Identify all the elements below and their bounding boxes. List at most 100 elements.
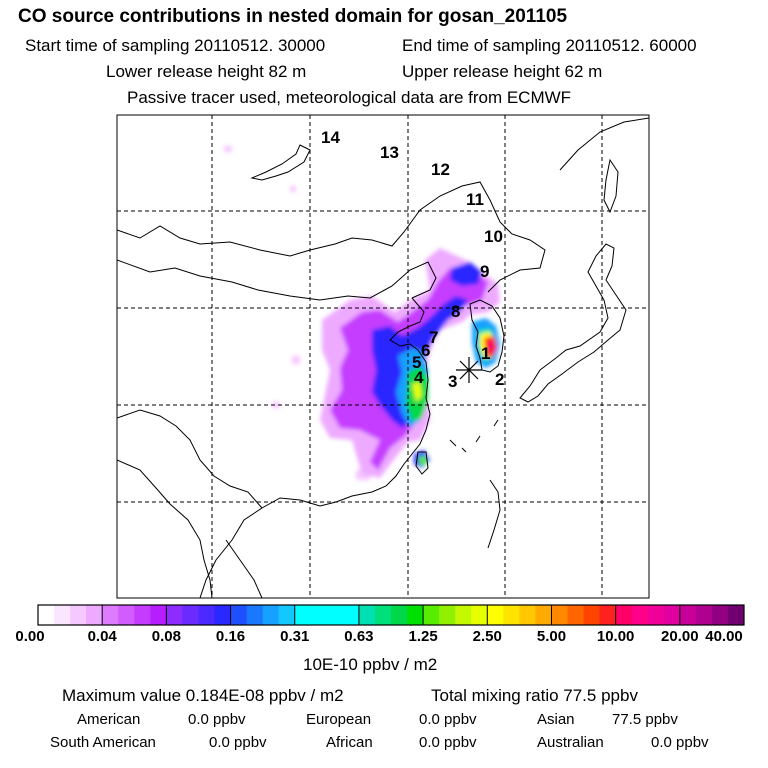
okhotsk-coast: [559, 117, 649, 171]
colorbar-tick-label: 0.63: [344, 628, 374, 645]
colorbar-swatch: [471, 605, 488, 625]
concentration-field: [224, 146, 500, 480]
african-value: 0.0 ppbv: [419, 734, 477, 751]
traj-label-6: 6: [421, 341, 430, 360]
colorbar-swatch: [647, 605, 665, 625]
colorbar-unit: 10E-10 ppbv / m2: [303, 655, 438, 674]
colorbar-swatch: [102, 605, 119, 625]
traj-label-12: 12: [431, 160, 450, 179]
south-asia: [117, 459, 213, 598]
traj-label-4: 4: [414, 368, 424, 387]
colorbar-swatch: [198, 605, 215, 625]
colorbar-swatch: [391, 605, 408, 625]
colorbar-swatch: [182, 605, 199, 625]
trajectory-labels: 1 2 3 4 5 6 7 8 9 10 11 12 13 14: [321, 128, 504, 391]
colorbar-tick-label: 1.25: [408, 628, 438, 645]
colorbar-swatch: [262, 605, 280, 625]
sakhalin: [603, 158, 619, 214]
plume-magenta: [488, 342, 494, 352]
colorbar-tick-label: 10.00: [596, 628, 635, 645]
indochina: [117, 409, 263, 509]
african-label: African: [326, 734, 373, 751]
graticule: [117, 115, 649, 598]
colorbar-swatch: [134, 605, 151, 625]
colorbar-swatch: [679, 605, 697, 625]
colorbar-swatch: [487, 605, 504, 625]
traj-label-2: 2: [495, 370, 504, 389]
south-american-value: 0.0 ppbv: [209, 734, 267, 751]
colorbar-swatch: [70, 605, 87, 625]
colorbar-tick-label: 0.00: [15, 628, 45, 645]
coastlines: [117, 117, 649, 598]
colorbar-swatch: [599, 605, 617, 625]
colorbar-swatch: [358, 605, 376, 625]
end-time: End time of sampling 20110512. 60000: [402, 36, 697, 55]
colorbar-tick-label: 0.04: [87, 628, 117, 645]
colorbar-swatch: [86, 605, 103, 625]
colorbar-swatch: [38, 605, 55, 625]
traj-label-10: 10: [484, 227, 503, 246]
total-mixing-ratio: Total mixing ratio 77.5 ppbv: [431, 686, 638, 705]
colorbar-swatch: [294, 605, 312, 625]
american-value: 0.0 ppbv: [188, 711, 246, 728]
japan: [519, 243, 627, 403]
colorbar-swatch: [150, 605, 167, 625]
map-frame: [116, 114, 650, 599]
traj-label-3: 3: [448, 372, 457, 391]
colorbar-swatch: [342, 605, 360, 625]
traj-label-11: 11: [466, 190, 484, 209]
upper-release-height: Upper release height 62 m: [402, 62, 603, 81]
south-american-label: South American: [50, 734, 156, 751]
colorbar-swatch: [535, 605, 552, 625]
colorbar-swatch: [711, 605, 729, 625]
colorbar-swatch: [503, 605, 520, 625]
colorbar-swatch: [567, 605, 585, 625]
china-east-coast: [199, 349, 431, 598]
european-label: European: [306, 711, 372, 728]
traj-label-14: 14: [321, 128, 340, 147]
map-title: CO source contributions in nested domain…: [18, 6, 568, 27]
lake-baikal: [250, 144, 311, 181]
australian-label: Australian: [537, 734, 604, 751]
colorbar-tick-label: 0.16: [215, 628, 246, 645]
colorbar-tick-label: 0.08: [151, 628, 181, 645]
colorbar-swatch: [583, 605, 601, 625]
korean-peninsula: [469, 299, 505, 373]
bohai-coast: [389, 297, 425, 351]
border-north: [117, 181, 546, 293]
plume-green-south: [418, 456, 427, 466]
traj-label-5: 5: [412, 353, 421, 372]
american-label: American: [77, 711, 141, 728]
colorbar-swatch: [374, 605, 392, 625]
european-value: 0.0 ppbv: [419, 711, 477, 728]
colorbar-swatch: [615, 605, 633, 625]
colorbar-swatch: [326, 605, 344, 625]
colorbar-swatch: [166, 605, 183, 625]
traj-label-13: 13: [380, 143, 399, 162]
colorbar-tick-label: 0.31: [280, 628, 310, 645]
colorbar-tick-label: 20.00: [661, 628, 699, 645]
colorbar-swatch: [551, 605, 568, 625]
colorbar-swatch: [439, 605, 456, 625]
colorbar-swatch: [310, 605, 328, 625]
asian-value: 77.5 ppbv: [612, 711, 678, 728]
colorbar-swatch: [663, 605, 681, 625]
colorbar-swatch: [246, 605, 264, 625]
colorbar-swatch: [631, 605, 649, 625]
colorbar-swatch: [230, 605, 248, 625]
low-concentration-patches: [224, 146, 370, 480]
traj-label-1: 1: [481, 344, 490, 363]
colorbar-tick-label: 5.00: [536, 628, 567, 645]
colorbar-swatch: [214, 605, 232, 625]
receptor-marker: [456, 357, 482, 383]
colorbar-swatch: [118, 605, 135, 625]
colorbar-frame: [37, 604, 745, 626]
colorbar-swatch: [519, 605, 536, 625]
colorbar-tick-label: 2.50: [472, 628, 502, 645]
asian-label: Asian: [537, 711, 575, 728]
philippines: [487, 479, 501, 549]
traj-label-9: 9: [480, 262, 489, 281]
peninsula: [225, 539, 263, 598]
border-mongolia-china: [117, 259, 437, 301]
